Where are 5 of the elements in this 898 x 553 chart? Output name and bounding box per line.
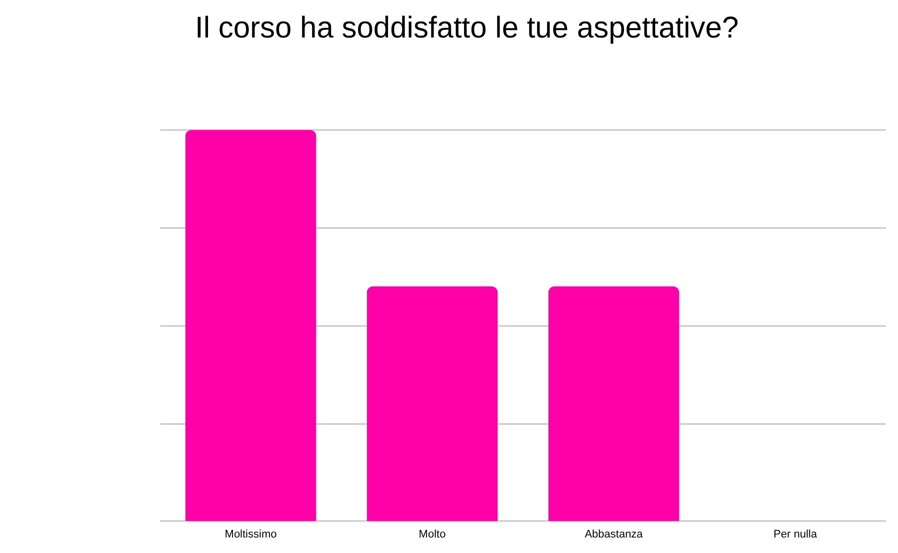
x-tick-label: Molto: [418, 528, 446, 540]
x-tick-label: Moltissimo: [224, 528, 277, 540]
x-tick-label: Abbastanza: [584, 528, 644, 540]
x-tick-label: Per nulla: [774, 528, 818, 540]
chart-title: Il corso ha soddisfatto le tue aspettative?: [195, 12, 739, 44]
